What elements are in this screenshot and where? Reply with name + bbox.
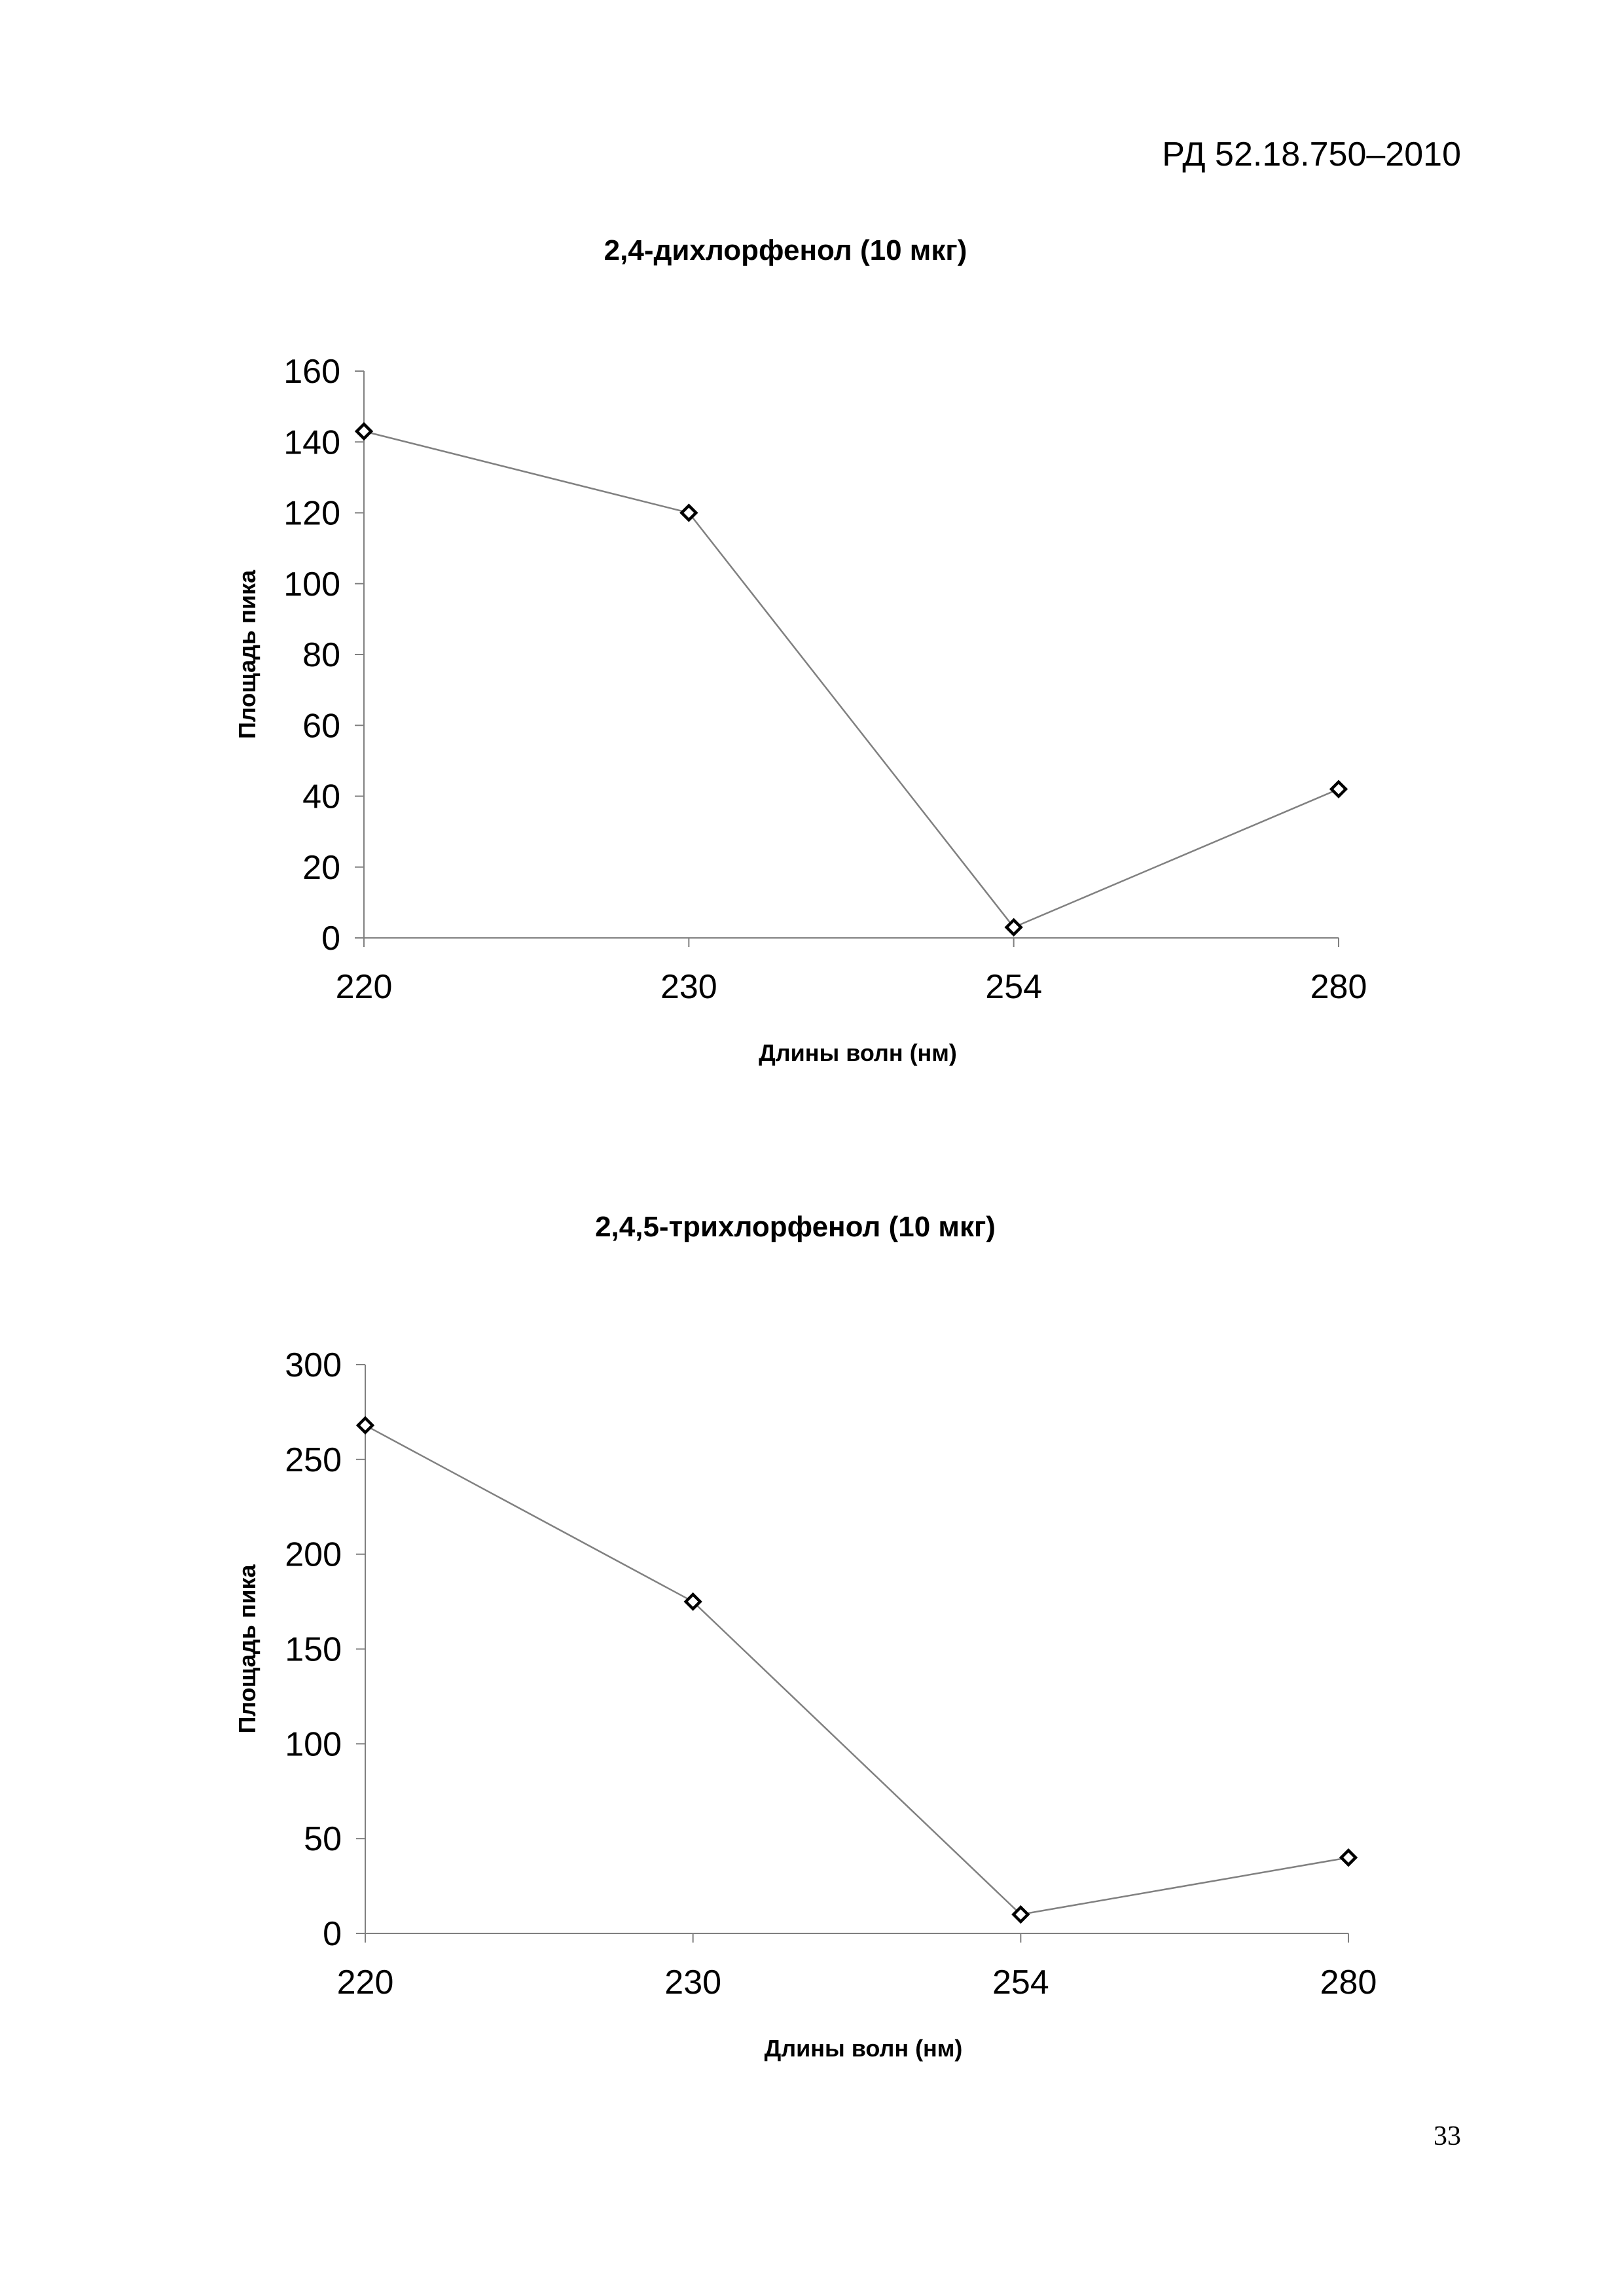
y-tick-label: 0 [321,920,340,958]
data-point [354,422,374,441]
document-code: РД 52.18.750–2010 [1162,135,1461,173]
x-tick-label: 280 [1320,1964,1377,2001]
y-tick-label: 80 [302,636,340,674]
series-line [365,1424,1349,1916]
x-axis-title: Длины волн (нм) [765,2035,963,2062]
data-point [679,503,698,522]
y-axis-title: Площадь пика [234,569,261,739]
y-tick-label: 150 [285,1631,342,1669]
x-tick-label: 230 [660,968,717,1006]
x-tick-label: 220 [337,1964,394,2001]
data-point [355,1416,375,1435]
y-tick-label: 100 [283,565,340,603]
y-tick-label: 0 [323,1915,342,1953]
data-point [1011,1905,1030,1924]
y-axis-title: Площадь пика [234,1564,261,1734]
x-tick-label: 220 [336,968,393,1006]
y-tick-label: 200 [285,1536,342,1574]
series-line [363,430,1339,929]
x-tick-label: 230 [664,1964,721,2001]
data-point [1339,1848,1358,1867]
x-tick-label: 254 [985,968,1042,1006]
x-tick-label: 254 [992,1964,1049,2001]
y-tick-label: 250 [285,1441,342,1479]
chart-dichlorophenol: 0 20 40 60 80 100 120 140 160 220 230 254 280 Длины в… [234,353,1367,1066]
y-tick-label: 100 [285,1725,342,1763]
data-point [1004,918,1023,937]
y-tick-label: 120 [283,495,340,533]
x-tick-label: 280 [1310,968,1367,1006]
y-tick-label: 300 [285,1346,342,1384]
y-tick-label: 160 [283,353,340,391]
y-tick-label: 60 [302,707,340,745]
data-point [683,1592,702,1611]
chart-title: 2,4,5-трихлорфенол (10 мкг) [595,1211,996,1243]
chart-title: 2,4-дихлорфенол (10 мкг) [604,234,967,266]
y-tick-label: 50 [304,1820,342,1858]
chart-trichlorophenol: 0 50 100 150 200 250 300 220 230 254 280 Длины волн… [234,1346,1377,2062]
data-point [1329,780,1348,798]
y-tick-label: 140 [283,423,340,461]
page-number: 33 [1434,2121,1461,2151]
x-axis-title: Длины волн (нм) [759,1039,957,1066]
y-tick-label: 20 [302,849,340,887]
y-tick-label: 40 [302,778,340,816]
